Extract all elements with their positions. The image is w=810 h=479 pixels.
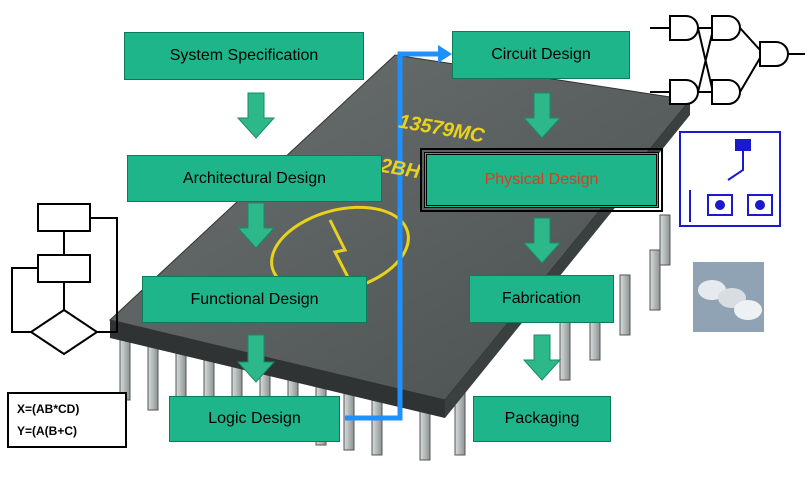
- wafer-photo: [693, 262, 764, 332]
- flow-arrows: [236, 92, 562, 383]
- step-functional-design: Functional Design: [142, 276, 367, 323]
- equations-box: X=(AB*CD) Y=(A(B+C): [7, 392, 127, 448]
- step-circuit-design: Circuit Design: [452, 31, 630, 79]
- flowchart-icon: [11, 203, 118, 356]
- step-packaging: Packaging: [473, 396, 611, 442]
- step-logic-design: Logic Design: [169, 396, 340, 442]
- step-physical-design: Physical Design: [420, 148, 663, 212]
- step-fabrication: Fabrication: [469, 275, 614, 323]
- circuit-schematic-icon: [679, 131, 781, 227]
- flow-connector: [345, 45, 452, 421]
- step-system-specification: System Specification: [124, 32, 364, 80]
- equation-line-2: Y=(A(B+C): [17, 424, 78, 438]
- step-architectural-design: Architectural Design: [127, 155, 382, 202]
- logic-gates-icon: [650, 15, 805, 105]
- equation-line-1: X=(AB*CD): [17, 402, 80, 416]
